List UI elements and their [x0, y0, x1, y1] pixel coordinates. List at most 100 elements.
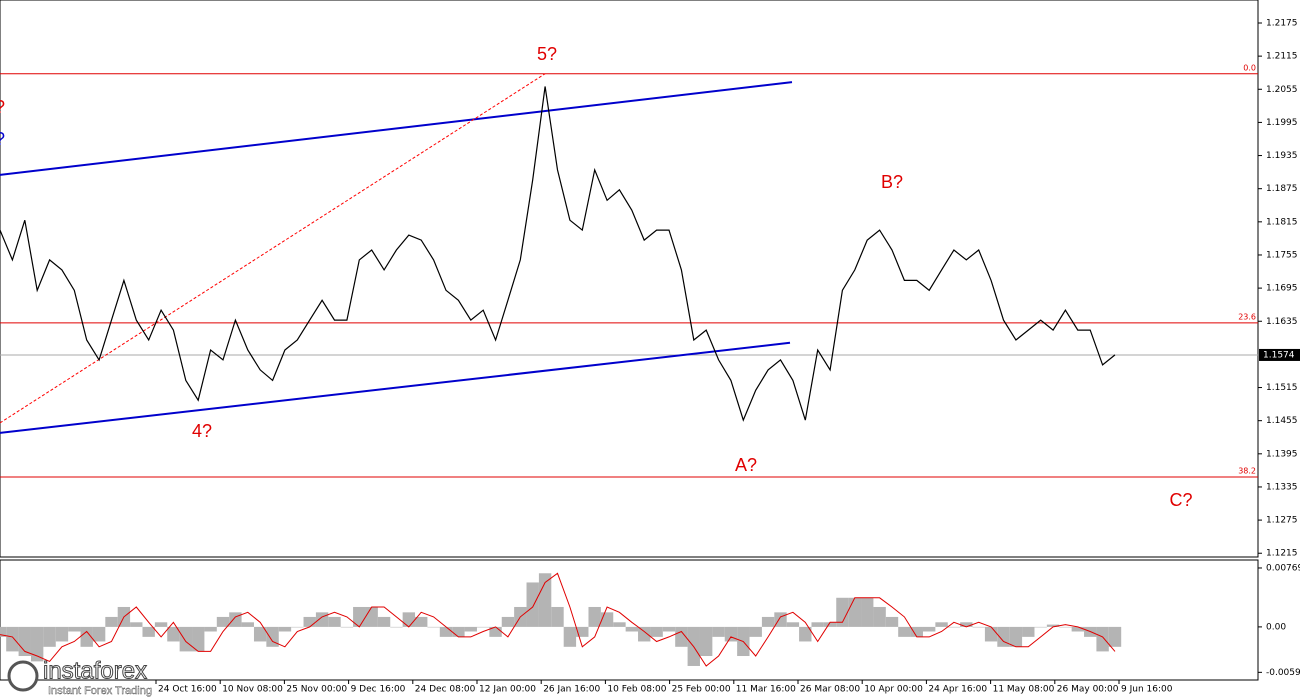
- x-tick-label: 25 Feb 00:00: [672, 685, 731, 695]
- macd-bar: [662, 626, 676, 632]
- y-tick-label: 1.1275: [1266, 516, 1298, 526]
- macd-bar: [464, 626, 477, 632]
- macd-bar: [650, 626, 663, 637]
- macd-bar: [105, 616, 118, 627]
- fib-label: 38.2: [1238, 467, 1256, 476]
- wave-label: C?: [1169, 490, 1192, 510]
- wave-label: 5?: [537, 44, 557, 64]
- macd-bar: [984, 626, 998, 642]
- macd-bar: [253, 626, 267, 642]
- macd-bar: [786, 622, 800, 627]
- current-price-label: 1.1574: [1263, 350, 1295, 360]
- macd-bar: [1108, 626, 1122, 647]
- macd-bar: [154, 622, 168, 627]
- macd-bar: [216, 616, 230, 627]
- macd-bar: [749, 626, 762, 637]
- y-tick-label: 1.1515: [1266, 383, 1298, 393]
- macd-bar: [415, 616, 428, 627]
- macd-bar: [638, 626, 651, 642]
- y-tick-label: 1.1335: [1266, 482, 1298, 492]
- price-line: [0, 86, 1116, 422]
- macd-bar: [291, 626, 304, 628]
- macd-bar: [340, 626, 354, 628]
- y-tick-label: 1.1815: [1266, 217, 1298, 227]
- x-tick-label: 11 May 08:00: [993, 685, 1055, 695]
- macd-bar: [278, 626, 292, 632]
- macd-bar: [452, 626, 465, 637]
- macd-bar: [960, 622, 973, 627]
- x-tick-label: 9 Dec 16:00: [351, 685, 406, 695]
- y-tick-label: 1.1455: [1266, 416, 1298, 426]
- macd-bar: [402, 612, 416, 627]
- macd-bar: [427, 626, 440, 628]
- macd-bar: [675, 626, 688, 647]
- macd-bar: [179, 626, 193, 652]
- macd-bar: [588, 606, 601, 627]
- wave-label: ?: [0, 97, 5, 117]
- trendline: [0, 73, 546, 424]
- macd-bar: [266, 626, 279, 647]
- y-tick-label: 1.1395: [1266, 449, 1298, 459]
- x-tick-label: 25 Nov 00:00: [286, 685, 347, 695]
- wave-label: A?: [735, 455, 757, 475]
- macd-bar: [910, 626, 923, 637]
- macd-bar: [861, 597, 874, 627]
- y-tick-label: 1.2175: [1266, 18, 1298, 28]
- macd-bar: [699, 626, 713, 657]
- wave-label: 4?: [192, 421, 212, 441]
- x-tick-label: 24 Oct 16:00: [158, 685, 217, 695]
- macd-bar: [836, 597, 849, 627]
- macd-bar: [1096, 626, 1109, 652]
- y-tick-label: 1.1215: [1266, 549, 1298, 559]
- macd-bar: [501, 616, 515, 627]
- macd-bar: [1009, 626, 1023, 647]
- macd-bar: [761, 616, 775, 627]
- macd-bar: [551, 606, 564, 627]
- macd-bar: [390, 626, 403, 628]
- x-tick-label: 26 Jan 16:00: [543, 685, 600, 695]
- macd-bar: [935, 622, 948, 627]
- macd-bar: [1034, 626, 1047, 628]
- brand-tagline: Instant Forex Trading: [48, 685, 152, 697]
- y-tick-label: 1.1695: [1266, 284, 1298, 294]
- x-tick-label: 26 Mar 08:00: [800, 685, 860, 695]
- macd-bar: [303, 616, 316, 627]
- macd-bar: [972, 626, 985, 628]
- logo-icon: [7, 660, 39, 692]
- macd-bar: [898, 626, 911, 637]
- macd-bar: [799, 626, 812, 642]
- macd-bar: [997, 626, 1010, 647]
- wave-label: ?: [0, 129, 5, 149]
- y-tick-label: 0.00769: [1266, 563, 1300, 573]
- x-tick-label: 9 Jun 16:00: [1121, 685, 1173, 695]
- y-tick-label: 1.1755: [1266, 250, 1298, 260]
- macd-bar: [92, 626, 106, 642]
- macd-bar: [315, 612, 329, 627]
- x-tick-label: 24 Dec 08:00: [415, 685, 476, 695]
- macd-bar: [947, 626, 961, 628]
- x-tick-label: 26 May 00:00: [1057, 685, 1119, 695]
- macd-bar: [526, 582, 539, 627]
- macd-bar: [1022, 626, 1035, 637]
- macd-bar: [489, 626, 502, 637]
- x-tick-label: 11 Mar 16:00: [736, 685, 796, 695]
- y-tick-label: 1.1635: [1266, 317, 1298, 327]
- x-tick-label: 10 Nov 08:00: [222, 685, 283, 695]
- brand-name: instaforex: [43, 657, 147, 684]
- macd-bar: [885, 616, 899, 627]
- fib-label: 23.6: [1238, 312, 1256, 321]
- macd-bar: [600, 612, 614, 627]
- macd-bar: [204, 626, 217, 632]
- macd-bar: [18, 626, 31, 657]
- macd-bar: [142, 626, 155, 637]
- macd-bar: [328, 616, 341, 627]
- macd-bar: [922, 626, 936, 632]
- y-tick-label: 1.2115: [1266, 52, 1298, 62]
- macd-bar: [476, 626, 490, 628]
- y-tick-label: 1.1875: [1266, 184, 1298, 194]
- trendline: [0, 341, 791, 434]
- y-tick-label: 1.1935: [1266, 151, 1298, 161]
- macd-bar: [712, 626, 725, 637]
- y-tick-label: 1.1995: [1266, 118, 1298, 128]
